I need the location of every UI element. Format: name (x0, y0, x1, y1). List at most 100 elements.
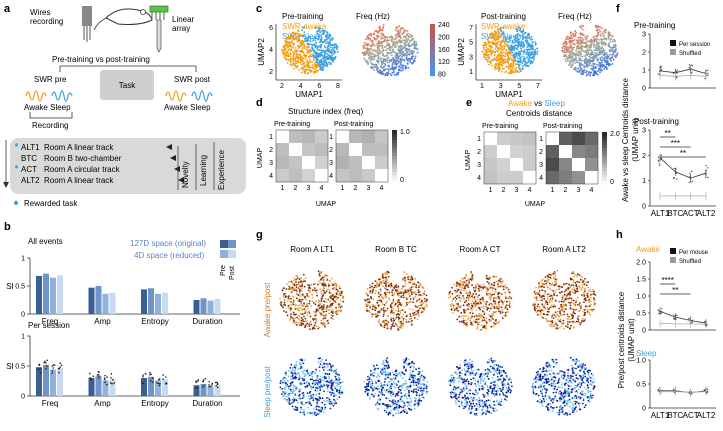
heatmap-x-tick: 3 (577, 187, 581, 194)
umap-point (419, 283, 422, 285)
colorbar-step (602, 135, 607, 139)
umap-point (330, 384, 333, 386)
umap-point (336, 379, 338, 381)
umap-point (323, 403, 326, 406)
umap-point (593, 62, 596, 65)
umap-point (323, 300, 326, 303)
colorbar-step (430, 63, 435, 66)
umap-point (329, 43, 332, 46)
c-pre-title: Pre-training (282, 12, 323, 21)
umap-point (581, 37, 584, 40)
umap-point (390, 54, 393, 57)
colorbar-tick-label: 240 (438, 22, 450, 29)
umap-point (309, 38, 312, 40)
umap-point (308, 312, 311, 315)
umap-point (398, 45, 400, 48)
umap-point (311, 378, 313, 381)
umap-point (409, 315, 412, 317)
umap-point (394, 34, 397, 36)
umap-point (319, 389, 322, 392)
umap-point (395, 42, 398, 44)
umap-point (597, 46, 599, 49)
umap-point (396, 58, 399, 61)
umap-point (329, 386, 332, 389)
umap-point (504, 43, 507, 45)
umap-point (323, 411, 326, 414)
umap-point (369, 37, 372, 40)
umap-point (508, 48, 511, 50)
umap-point (603, 65, 606, 68)
umap-point (292, 67, 295, 70)
umap-point (399, 48, 401, 51)
data-point (195, 387, 197, 389)
umap-point (408, 301, 411, 304)
umap-point (315, 45, 317, 47)
umap-point (308, 401, 311, 403)
umap-point (498, 61, 501, 64)
umap-point (409, 318, 412, 321)
umap-point (295, 376, 298, 379)
session-description: Room A circular track (44, 165, 121, 174)
umap-point (391, 309, 394, 312)
umap-point (516, 36, 519, 38)
umap-point (372, 63, 375, 66)
umap-point (514, 46, 516, 49)
umap-point (333, 44, 335, 47)
umap-point (303, 369, 305, 372)
umap-point (306, 292, 308, 295)
umap-point (314, 62, 316, 65)
data-point (44, 360, 46, 363)
umap-point (607, 33, 610, 36)
umap-point (312, 317, 314, 320)
umap-point (494, 68, 496, 70)
umap-point (576, 46, 579, 49)
umap-point (287, 304, 290, 307)
umap-point (495, 46, 497, 48)
umap-point (393, 287, 396, 289)
umap-point (490, 59, 493, 62)
umap-point (327, 306, 330, 308)
umap-point (320, 293, 323, 295)
umap-point (316, 283, 319, 286)
umap-point (294, 59, 297, 61)
umap-point (279, 382, 282, 385)
umap-point (380, 60, 383, 63)
umap-point (402, 319, 405, 322)
umap-point (324, 59, 326, 61)
umap-point (320, 298, 323, 300)
umap-point (504, 71, 507, 74)
umap-point (600, 47, 602, 50)
data-point (658, 163, 660, 165)
umap-point (295, 54, 298, 57)
umap-point (339, 290, 342, 293)
umap-point (374, 284, 377, 287)
umap-point (390, 326, 393, 328)
significance-label: *** (671, 139, 680, 148)
heatmap-cell (302, 143, 315, 156)
umap-point (291, 288, 294, 291)
umap-point (318, 28, 321, 31)
umap-point (326, 373, 329, 375)
y-tick-label: 1 (21, 256, 25, 263)
umap-point (311, 412, 314, 415)
umap-point (397, 313, 399, 315)
umap-point (324, 315, 327, 318)
umap-point (615, 45, 617, 47)
umap-point (322, 279, 325, 281)
y-tick-label: 3 (469, 54, 473, 61)
umap-point (402, 47, 405, 50)
umap-point (384, 291, 386, 294)
umap-point (362, 45, 364, 47)
bar (148, 376, 154, 396)
umap-point (292, 311, 295, 314)
umap-point (306, 392, 309, 394)
umap-point (320, 54, 322, 57)
umap-point (295, 321, 297, 323)
data-point (90, 378, 92, 381)
umap-point (421, 285, 424, 288)
d-colorbar: 1.00 (392, 129, 410, 184)
umap-point (385, 319, 387, 322)
umap-point (325, 284, 327, 287)
umap-point (599, 52, 602, 54)
